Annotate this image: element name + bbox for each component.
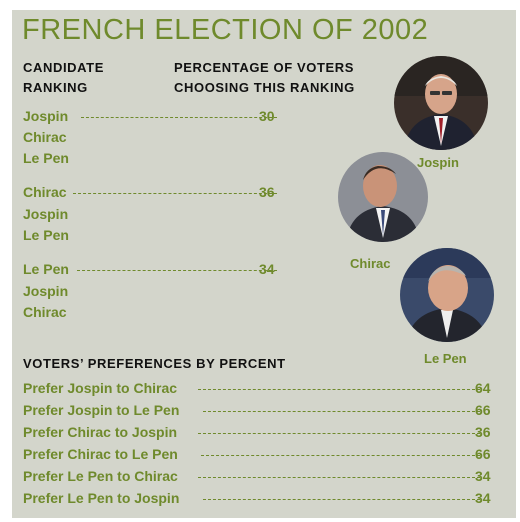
ranking-header: CANDIDATE RANKING xyxy=(23,58,104,98)
ranking-3-percent: 34 xyxy=(259,261,275,277)
ranking-row-2: Chirac 36 xyxy=(23,182,293,202)
percentage-header-line2: CHOOSING THIS RANKING xyxy=(174,80,355,95)
ranking-2-first: Chirac xyxy=(23,184,67,200)
preference-value: 66 xyxy=(475,402,491,418)
preference-value: 34 xyxy=(475,490,491,506)
preference-value: 36 xyxy=(475,424,491,440)
preference-row: Prefer Le Pen to Chirac 34 xyxy=(23,466,497,486)
leader-dots xyxy=(77,270,277,271)
preference-label: Prefer Jospin to Chirac xyxy=(23,380,178,396)
ranking-row-1: Jospin 30 xyxy=(23,106,293,126)
leader-dots xyxy=(73,193,277,194)
ranking-2-third: Le Pen xyxy=(23,227,69,243)
ranking-2-percent: 36 xyxy=(259,184,275,200)
ranking-3-second: Jospin xyxy=(23,283,69,299)
leader-dots xyxy=(203,499,480,500)
preference-label: Prefer Jospin to Le Pen xyxy=(23,402,180,418)
jospin-photo xyxy=(394,56,488,150)
ranking-1-third: Le Pen xyxy=(23,150,69,166)
preference-label: Prefer Le Pen to Jospin xyxy=(23,490,180,506)
preference-row: Prefer Chirac to Le Pen 66 xyxy=(23,444,497,464)
ranking-header-line1: CANDIDATE xyxy=(23,60,104,75)
ranking-2-second: Jospin xyxy=(23,206,69,222)
leader-dots xyxy=(201,455,480,456)
ranking-1-percent: 30 xyxy=(259,108,275,124)
preference-label: Prefer Le Pen to Chirac xyxy=(23,468,178,484)
chirac-caption: Chirac xyxy=(350,256,391,271)
preference-value: 64 xyxy=(475,380,491,396)
preference-row: Prefer Chirac to Jospin 36 xyxy=(23,422,497,442)
preference-label: Prefer Chirac to Le Pen xyxy=(23,446,178,462)
ranking-1-second: Chirac xyxy=(23,129,67,145)
ranking-row-3: Le Pen 34 xyxy=(23,259,293,279)
leader-dots xyxy=(198,389,480,390)
ranking-header-line2: RANKING xyxy=(23,80,88,95)
percentage-header-line1: PERCENTAGE OF VOTERS xyxy=(174,60,355,75)
preference-label: Prefer Chirac to Jospin xyxy=(23,424,178,440)
preferences-title: VOTERS’ PREFERENCES BY PERCENT xyxy=(23,356,286,371)
preference-row: Prefer Le Pen to Jospin 34 xyxy=(23,488,497,508)
percentage-header: PERCENTAGE OF VOTERS CHOOSING THIS RANKI… xyxy=(174,58,355,98)
ranking-1-first: Jospin xyxy=(23,108,69,124)
preference-value: 34 xyxy=(475,468,491,484)
leader-dots xyxy=(198,477,480,478)
jospin-caption: Jospin xyxy=(417,155,459,170)
lepen-caption: Le Pen xyxy=(424,351,467,366)
chirac-photo xyxy=(338,152,428,242)
ranking-3-third: Chirac xyxy=(23,304,67,320)
preference-row: Prefer Jospin to Le Pen 66 xyxy=(23,400,497,420)
ranking-3-first: Le Pen xyxy=(23,261,69,277)
leader-dots xyxy=(198,433,480,434)
leader-dots xyxy=(203,411,480,412)
lepen-photo xyxy=(400,248,494,342)
page-title: FRENCH ELECTION OF 2002 xyxy=(22,14,429,46)
preference-row: Prefer Jospin to Chirac 64 xyxy=(23,378,497,398)
preference-value: 66 xyxy=(475,446,491,462)
leader-dots xyxy=(81,117,277,118)
